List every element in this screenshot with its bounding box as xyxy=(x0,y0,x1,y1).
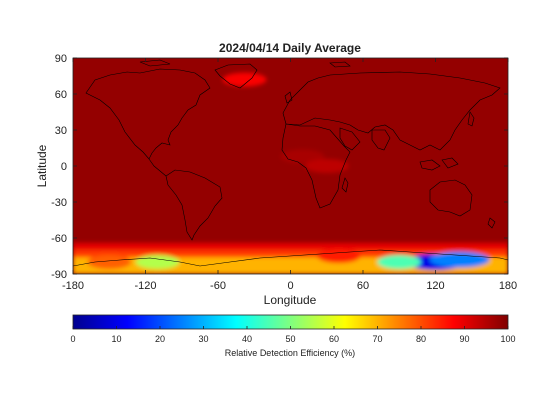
colorbar-tick-label: 10 xyxy=(111,334,121,344)
feature-marks xyxy=(87,72,490,270)
colorbar-tick-label: 30 xyxy=(198,334,208,344)
y-tick-label: -60 xyxy=(51,233,67,245)
y-tick-label: 0 xyxy=(61,161,67,173)
x-tick-label: 180 xyxy=(499,280,517,292)
colorbar-label: Relative Detection Efficiency (%) xyxy=(225,348,355,358)
x-axis-label: Longitude xyxy=(264,293,317,307)
colorbar-tick-label: 90 xyxy=(459,334,469,344)
feature-mark xyxy=(304,159,349,173)
colorbar-tick-label: 60 xyxy=(329,334,339,344)
y-tick-label: -30 xyxy=(51,197,67,209)
feature-mark xyxy=(135,255,180,269)
x-tick-label: -120 xyxy=(134,280,156,292)
x-tick-label: -60 xyxy=(210,280,226,292)
colorbar-tick-label: 20 xyxy=(155,334,165,344)
y-tick-label: 30 xyxy=(55,125,67,137)
colorbar-tick-label: 0 xyxy=(70,334,75,344)
x-tick-label: 60 xyxy=(357,280,369,292)
colorbar-ticks: 0 10 20 30 40 50 60 70 80 90 100 xyxy=(70,326,516,344)
x-tick-label: -180 xyxy=(62,280,84,292)
chart-title: 2024/04/14 Daily Average xyxy=(219,41,361,55)
feature-mark xyxy=(377,255,422,269)
x-axis-ticks: -180 -120 -60 0 60 120 180 xyxy=(62,58,517,292)
feature-mark xyxy=(222,72,267,87)
feature-mark xyxy=(429,251,490,268)
colorbar-tick-label: 40 xyxy=(242,334,252,344)
x-tick-label: 120 xyxy=(426,280,444,292)
colorbar-tick-label: 100 xyxy=(500,334,515,344)
y-axis-label: Latitude xyxy=(35,144,49,187)
y-tick-label: -90 xyxy=(51,269,67,281)
feature-mark xyxy=(316,249,361,263)
colorbar-tick-label: 50 xyxy=(285,334,295,344)
y-axis-ticks: 90 60 30 0 -30 -60 -90 xyxy=(51,53,508,281)
coastlines xyxy=(73,59,508,267)
colorbar-tick-label: 80 xyxy=(416,334,426,344)
heatmap-field xyxy=(73,58,508,274)
y-tick-label: 90 xyxy=(55,53,67,65)
y-tick-label: 60 xyxy=(55,89,67,101)
colorbar-tick-label: 70 xyxy=(372,334,382,344)
feature-mark xyxy=(87,255,132,269)
heatmap-background xyxy=(73,58,508,274)
x-tick-label: 0 xyxy=(287,280,293,292)
